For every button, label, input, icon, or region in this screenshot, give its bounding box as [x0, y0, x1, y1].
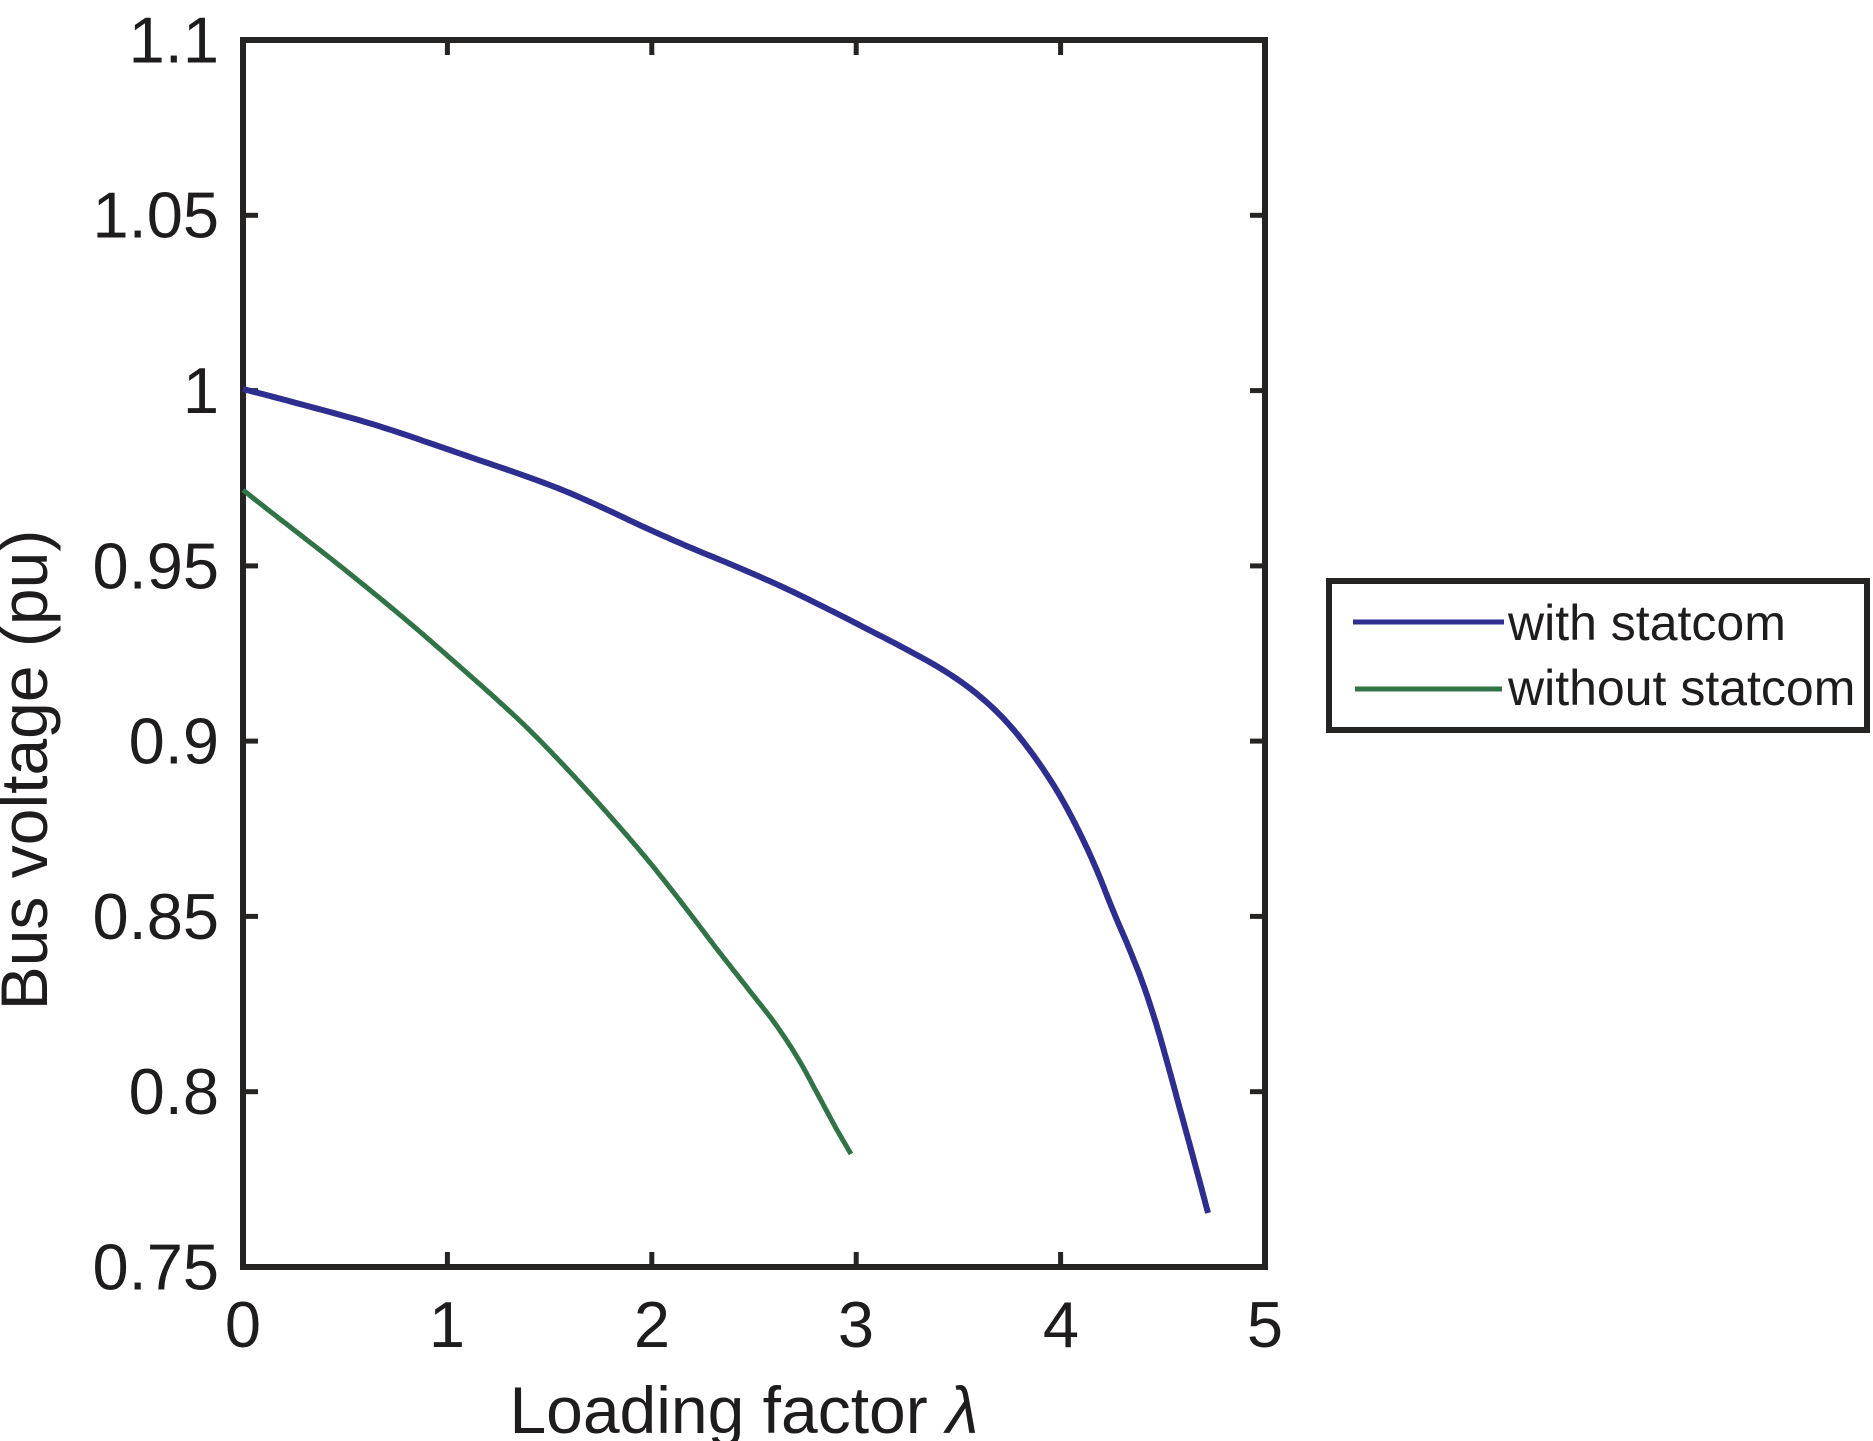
svg-text:0.85: 0.85 — [92, 880, 219, 953]
svg-text:3: 3 — [838, 1288, 874, 1361]
svg-text:0.95: 0.95 — [92, 529, 219, 602]
svg-text:1: 1 — [183, 354, 219, 427]
svg-text:Bus voltage (pu): Bus voltage (pu) — [0, 530, 61, 1011]
svg-text:Loading factor λ: Loading factor λ — [509, 1373, 978, 1441]
svg-text:0.9: 0.9 — [129, 705, 219, 778]
svg-text:0.8: 0.8 — [129, 1055, 219, 1128]
svg-text:1: 1 — [429, 1288, 465, 1361]
svg-text:2: 2 — [634, 1288, 670, 1361]
svg-text:5: 5 — [1247, 1288, 1283, 1361]
svg-text:1.05: 1.05 — [92, 179, 219, 252]
svg-text:0.75: 0.75 — [92, 1230, 219, 1303]
svg-text:1.1: 1.1 — [129, 3, 219, 76]
svg-text:0: 0 — [225, 1288, 261, 1361]
svg-text:with statcom: with statcom — [1507, 595, 1786, 651]
svg-text:4: 4 — [1043, 1288, 1079, 1361]
svg-text:without statcom: without statcom — [1507, 660, 1855, 716]
